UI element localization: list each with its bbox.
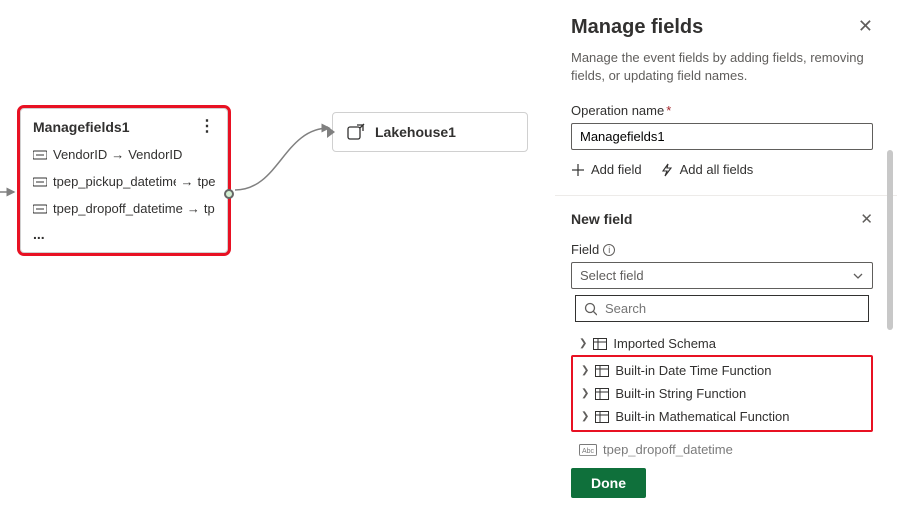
tree-item-datetime-function[interactable]: ❯ Built-in Date Time Function bbox=[573, 359, 871, 382]
field-mapping-row[interactable]: tpep_dropoff_datetime → tp bbox=[21, 195, 227, 222]
node-managefields[interactable]: Managefields1 ⋮ VendorID → VendorID tpep… bbox=[20, 108, 228, 253]
tree-item-string-function[interactable]: ❯ Built-in String Function bbox=[573, 382, 871, 405]
tree-item-imported-schema[interactable]: ❯ Imported Schema bbox=[571, 332, 873, 355]
lightning-icon bbox=[660, 163, 674, 177]
panel-description: Manage the event fields by adding fields… bbox=[571, 49, 873, 85]
divider bbox=[555, 195, 897, 196]
add-field-button[interactable]: Add field bbox=[571, 162, 642, 177]
node-lakehouse[interactable]: Lakehouse1 bbox=[332, 112, 528, 152]
tree-item-math-function[interactable]: ❯ Built-in Mathematical Function bbox=[573, 405, 871, 428]
scrollbar[interactable] bbox=[887, 150, 893, 330]
new-field-title: New field bbox=[571, 211, 632, 227]
output-port[interactable] bbox=[224, 189, 234, 199]
operation-name-input[interactable] bbox=[571, 123, 873, 150]
field-dst: VendorID bbox=[128, 147, 182, 162]
close-icon[interactable]: ✕ bbox=[858, 16, 873, 37]
field-dst: tp bbox=[204, 201, 215, 216]
table-icon bbox=[593, 338, 607, 350]
lakehouse-icon bbox=[347, 123, 365, 141]
string-type-icon bbox=[33, 150, 47, 160]
field-mapping-row[interactable]: VendorID → VendorID bbox=[21, 141, 227, 168]
svg-text:Abc: Abc bbox=[582, 448, 595, 455]
field-label: Field bbox=[571, 242, 599, 257]
field-search[interactable] bbox=[575, 295, 869, 322]
node-more-icon[interactable]: ⋮ bbox=[199, 119, 215, 135]
plus-icon bbox=[571, 163, 585, 177]
edge-incoming bbox=[0, 186, 20, 198]
node-title: Managefields1 bbox=[33, 119, 129, 135]
edge-managefields-lakehouse bbox=[229, 110, 337, 200]
arrow-icon: → bbox=[187, 201, 200, 216]
done-button[interactable]: Done bbox=[571, 468, 646, 498]
table-icon bbox=[595, 411, 609, 423]
table-icon bbox=[595, 365, 609, 377]
chevron-down-icon bbox=[852, 270, 864, 282]
string-type-icon bbox=[33, 177, 47, 187]
chevron-right-icon: ❯ bbox=[581, 388, 589, 399]
field-search-input[interactable] bbox=[605, 301, 860, 316]
chevron-right-icon: ❯ bbox=[581, 365, 589, 376]
chevron-right-icon: ❯ bbox=[579, 338, 587, 349]
info-icon[interactable]: i bbox=[603, 244, 615, 256]
chevron-right-icon: ❯ bbox=[581, 411, 589, 422]
arrow-icon: → bbox=[180, 174, 193, 189]
arrow-icon: → bbox=[111, 147, 124, 162]
field-src: VendorID bbox=[53, 147, 107, 162]
string-type-icon bbox=[33, 204, 47, 214]
search-icon bbox=[584, 302, 597, 316]
highlighted-functions: ❯ Built-in Date Time Function ❯ Built-in… bbox=[571, 355, 873, 432]
close-new-field-icon[interactable]: ✕ bbox=[860, 210, 873, 228]
field-select[interactable]: Select field bbox=[571, 262, 873, 289]
node-title: Lakehouse1 bbox=[375, 124, 456, 140]
field-mapping-row[interactable]: tpep_pickup_datetime → tpe bbox=[21, 168, 227, 195]
diagram-canvas[interactable]: Managefields1 ⋮ VendorID → VendorID tpep… bbox=[0, 0, 555, 512]
field-src: tpep_pickup_datetime bbox=[53, 174, 176, 189]
field-item-tpep-dropoff[interactable]: Abc tpep_dropoff_datetime bbox=[571, 440, 873, 459]
more-fields-ellipsis[interactable]: ... bbox=[21, 222, 227, 252]
field-dropdown: ❯ Imported Schema ❯ Built-in Date Time F… bbox=[571, 295, 873, 459]
operation-name-label: Operation name* bbox=[571, 103, 873, 118]
input-port[interactable] bbox=[327, 126, 337, 138]
manage-fields-panel: Manage fields ✕ Manage the event fields … bbox=[555, 0, 897, 512]
table-icon bbox=[595, 388, 609, 400]
field-src: tpep_dropoff_datetime bbox=[53, 201, 183, 216]
abc-type-icon: Abc bbox=[579, 444, 597, 456]
add-all-fields-button[interactable]: Add all fields bbox=[660, 162, 754, 177]
panel-title: Manage fields bbox=[571, 16, 703, 39]
field-dst: tpe bbox=[197, 174, 215, 189]
